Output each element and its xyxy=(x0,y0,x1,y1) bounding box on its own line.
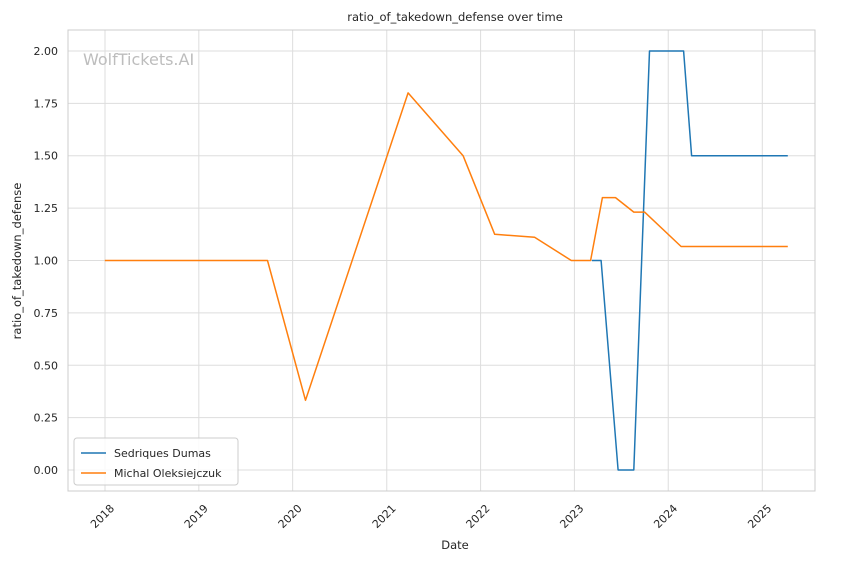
y-tick-label: 1.25 xyxy=(34,202,59,215)
legend-label-sedriques-dumas: Sedriques Dumas xyxy=(114,447,211,460)
series-line-sedriques-dumas xyxy=(591,50,788,471)
y-tick-label: 1.00 xyxy=(34,255,59,268)
legend: Sedriques Dumas Michal Oleksiejczuk xyxy=(73,437,239,486)
y-tick-label: 2.00 xyxy=(34,45,59,58)
watermark-text: WolfTickets.AI xyxy=(83,50,194,69)
y-tick-label: 1.75 xyxy=(34,97,59,110)
plot-frame xyxy=(67,29,816,492)
x-axis-label: Date xyxy=(441,538,469,552)
y-axis-label: ratio_of_takedown_defense xyxy=(10,183,24,340)
series-line-michal-oleksiejczuk xyxy=(104,92,788,402)
y-tick-label: 0.75 xyxy=(34,307,59,320)
y-tick-label: 0.00 xyxy=(34,464,59,477)
y-tick-label: 0.50 xyxy=(34,359,59,372)
series-lines xyxy=(104,50,788,471)
y-tick-label: 0.25 xyxy=(34,412,59,425)
legend-box xyxy=(73,437,239,486)
legend-label-michal-oleksiejczuk: Michal Oleksiejczuk xyxy=(114,467,222,480)
y-tick-label: 1.50 xyxy=(34,150,59,163)
chart-title: ratio_of_takedown_defense over time xyxy=(347,10,563,24)
